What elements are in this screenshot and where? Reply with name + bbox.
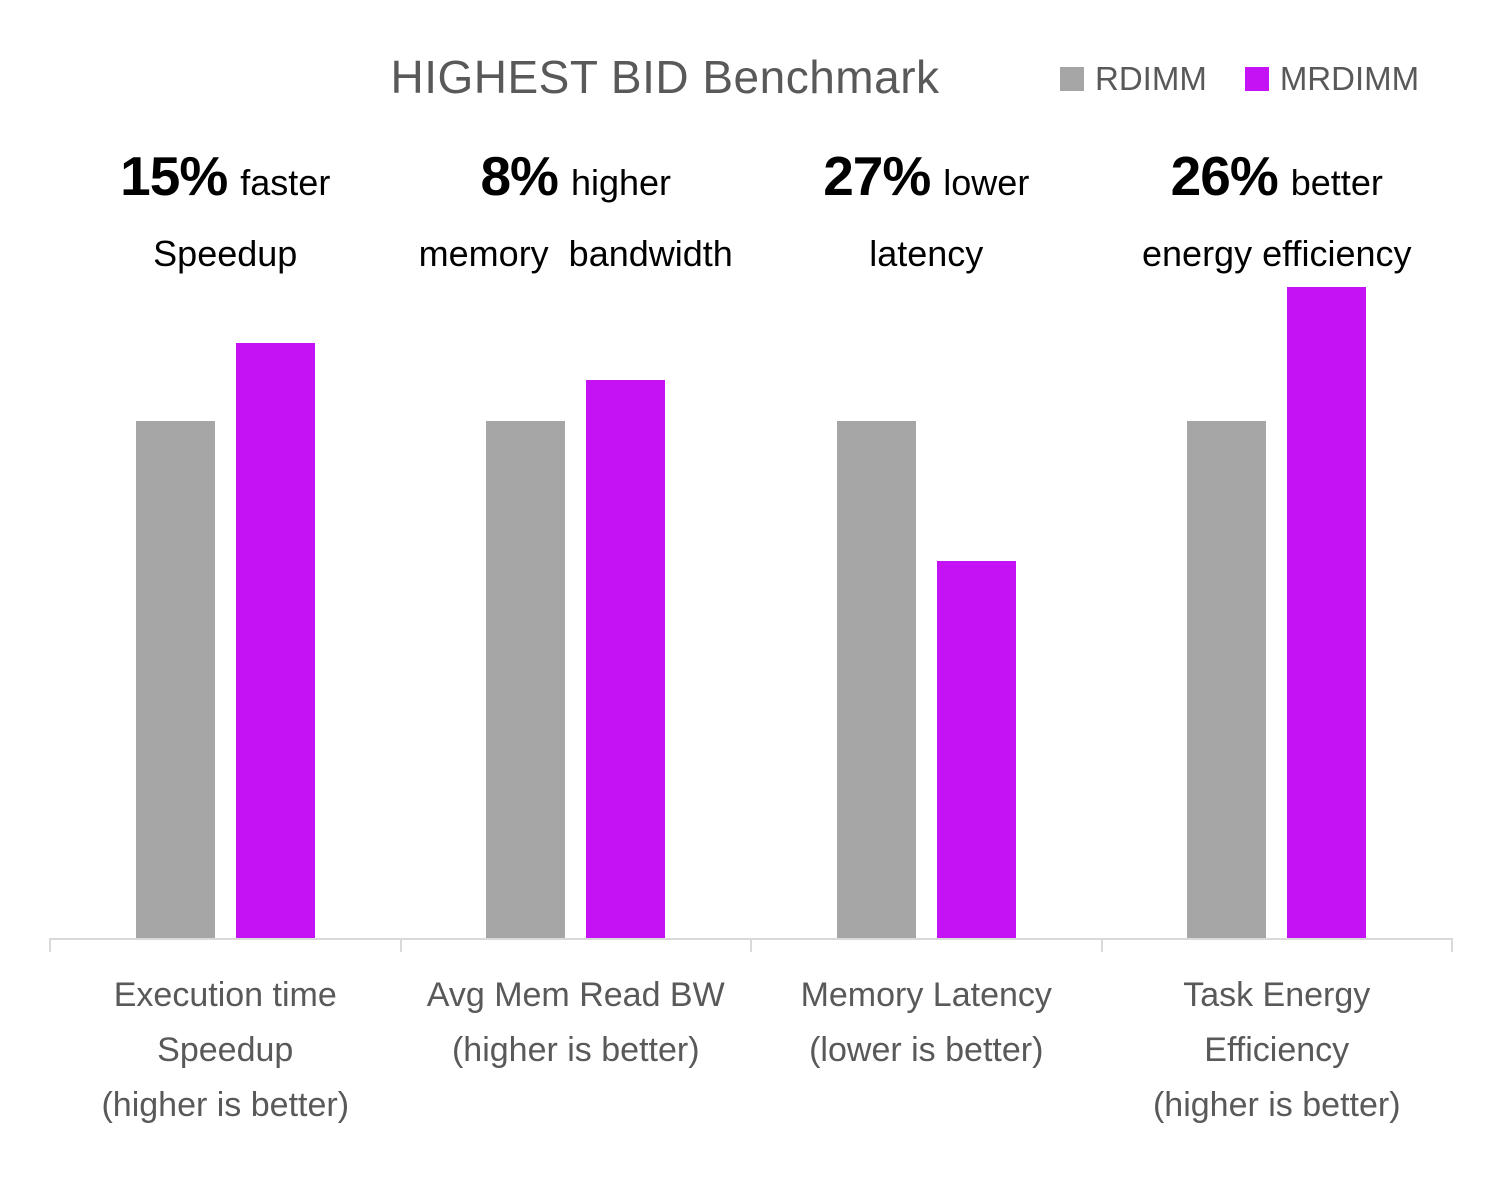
bar-rdimm-0 <box>135 421 215 938</box>
annotation-detail: energy efficiency <box>1142 233 1412 274</box>
annotation-percent: 15% <box>120 145 228 207</box>
mrdimm-color-swatch <box>1244 67 1269 91</box>
axis-tick-0 <box>49 938 51 952</box>
annotation-headline: 26% better <box>1102 146 1453 221</box>
bar-group-0 <box>50 343 401 938</box>
bar-rdimm-3 <box>1187 421 1267 938</box>
annotation-suffix: lower <box>943 162 1030 203</box>
annotation-headline: 27% lower <box>751 146 1102 221</box>
category-label-0: Execution time Speedup (higher is better… <box>101 976 350 1124</box>
legend-label-rdimm: RDIMM <box>1095 60 1207 97</box>
bar-mrdimm-3 <box>1287 287 1367 938</box>
annotation-percent: 27% <box>823 145 931 207</box>
annotation-headline: 15% faster <box>50 146 401 221</box>
axis-tick-3 <box>1100 938 1103 952</box>
category-label-1: Avg Mem Read BW (higher is better) <box>426 976 725 1069</box>
annotation-1: 8% higher memory bandwidth <box>401 146 752 278</box>
category-label-2: Memory Latency (lower is better) <box>800 976 1052 1069</box>
bar-group-3 <box>1102 287 1453 938</box>
annotation-detail: Speedup <box>153 233 298 274</box>
annotation-3: 26% better energy efficiency <box>1102 146 1453 278</box>
chart-legend: RDIMM MRDIMM <box>1060 60 1419 98</box>
legend-item-rdimm: RDIMM <box>1060 60 1207 98</box>
axis-tick-4 <box>1451 938 1453 952</box>
annotation-headline: 8% higher <box>401 146 752 221</box>
bar-mrdimm-2 <box>936 561 1016 938</box>
annotation-suffix: better <box>1290 162 1383 203</box>
bar-rdimm-2 <box>836 421 916 938</box>
chart-title: HIGHEST BID Benchmark <box>390 51 940 103</box>
legend-item-mrdimm: MRDIMM <box>1244 60 1420 98</box>
axis-tick-1 <box>399 938 402 952</box>
annotation-suffix: higher <box>570 162 672 203</box>
annotation-0: 15% faster Speedup <box>50 146 401 278</box>
category-label-3: Task Energy Efficiency (higher is better… <box>1152 976 1401 1124</box>
annotation-percent: 26% <box>1170 145 1279 207</box>
annotation-percent: 8% <box>480 145 558 207</box>
bar-rdimm-1 <box>486 421 566 938</box>
rdimm-color-swatch <box>1060 67 1084 91</box>
bar-group-1 <box>401 380 752 938</box>
bar-mrdimm-0 <box>235 343 315 938</box>
annotation-detail: latency <box>869 233 984 274</box>
axis-tick-2 <box>750 938 752 952</box>
annotation-2: 27% lower latency <box>751 146 1102 278</box>
annotation-detail: memory bandwidth <box>418 233 733 274</box>
legend-label-mrdimm: MRDIMM <box>1279 60 1420 97</box>
bar-mrdimm-1 <box>586 380 666 938</box>
annotation-suffix: faster <box>240 162 331 203</box>
bar-group-2 <box>751 421 1102 938</box>
